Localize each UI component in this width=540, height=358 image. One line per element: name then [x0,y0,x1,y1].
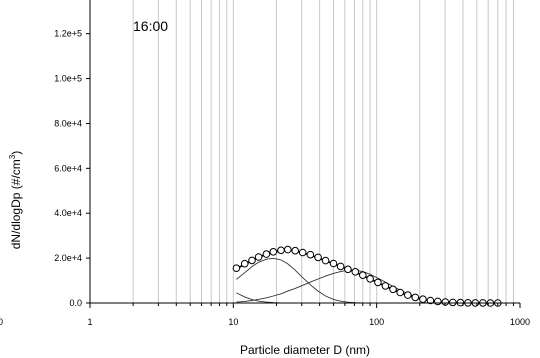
y-tick-label: 6.0e+4 [54,163,82,173]
data-point [232,264,241,273]
data-point [419,295,427,304]
data-point [411,293,420,302]
measured-points [232,245,502,307]
time-annotation: 16:00 [133,18,168,34]
y-axis-label-sup: 3 [8,154,17,159]
x-tick-label: 1000 [510,317,530,327]
data-point [240,259,249,268]
data-point [284,245,292,254]
data-point [374,278,382,287]
data-point [291,246,300,255]
data-point [381,282,390,290]
y-axis-label-close: ) [9,151,23,155]
data-point [269,248,278,256]
clipped-tick-label: 0 [0,317,3,327]
y-tick-label: 2.0e+4 [54,253,82,263]
data-point [359,271,367,280]
data-point [449,298,457,307]
y-tick-label: 8.0e+4 [54,118,82,128]
y-axis-label-main: dN/dlogDp (#/cm [9,159,23,249]
data-point [277,246,285,255]
data-point [434,297,442,306]
data-point [329,259,338,268]
data-point [389,285,397,294]
x-tick-label: 10 [228,317,238,327]
data-point [306,250,315,259]
y-tick-label: 1.2e+5 [54,29,82,39]
data-point [351,268,360,276]
data-point [262,250,271,258]
data-point [298,248,307,257]
y-tick-label: 4.0e+4 [54,208,82,218]
data-point [321,256,330,265]
data-point [248,256,256,265]
data-point [426,296,435,305]
x-axis-ticks: 1 10 100 1000 [87,303,530,327]
data-point [366,275,374,283]
y-axis-ticks: 0.0 2.0e+4 4.0e+4 6.0e+4 8.0e+4 1.0e+5 1.2e+5 [54,29,90,308]
mode-curve [236,269,498,304]
vertical-gridlines [132,0,514,303]
mode-curve [236,292,341,304]
mode-curve [236,257,363,304]
data-point [404,291,412,299]
y-tick-label: 0.0 [69,298,82,308]
data-point [254,253,263,261]
data-point [314,253,322,262]
data-point [396,288,405,297]
data-point [336,262,345,271]
y-tick-label: 1.0e+5 [54,74,82,84]
x-axis-label: Particle diameter D (nm) [240,343,370,357]
y-axis-label: dN/dlogDp (#/cm3) [8,151,23,250]
x-tick-label: 1 [87,317,92,327]
x-tick-label: 100 [369,317,384,327]
data-point [344,265,352,274]
